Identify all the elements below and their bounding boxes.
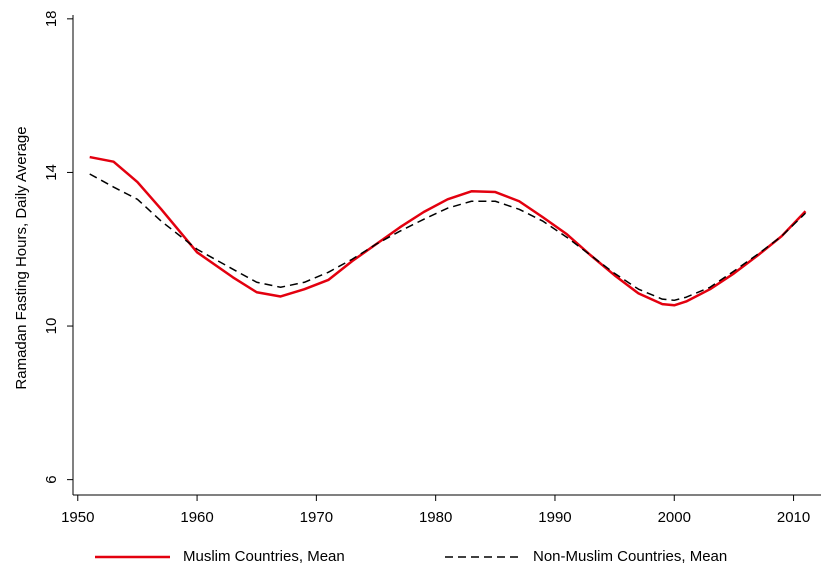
x-tick-label: 2000	[658, 509, 691, 526]
x-tick-label: 1960	[180, 509, 213, 526]
x-tick-label: 1990	[538, 509, 571, 526]
y-axis-label: Ramadan Fasting Hours, Daily Average	[13, 126, 30, 389]
y-tick-label: 18	[43, 10, 60, 27]
y-tick-label: 14	[43, 164, 60, 181]
x-tick-label: 1980	[419, 509, 452, 526]
legend-label: Non-Muslim Countries, Mean	[533, 548, 727, 565]
y-tick-label: 10	[43, 318, 60, 335]
x-tick-label: 1950	[61, 509, 94, 526]
legend-label: Muslim Countries, Mean	[183, 548, 345, 565]
series-line	[89, 155, 807, 307]
x-tick-label: 1970	[300, 509, 333, 526]
x-tick-label: 2010	[777, 509, 810, 526]
series-line	[89, 173, 807, 302]
y-tick-label: 6	[43, 475, 60, 483]
